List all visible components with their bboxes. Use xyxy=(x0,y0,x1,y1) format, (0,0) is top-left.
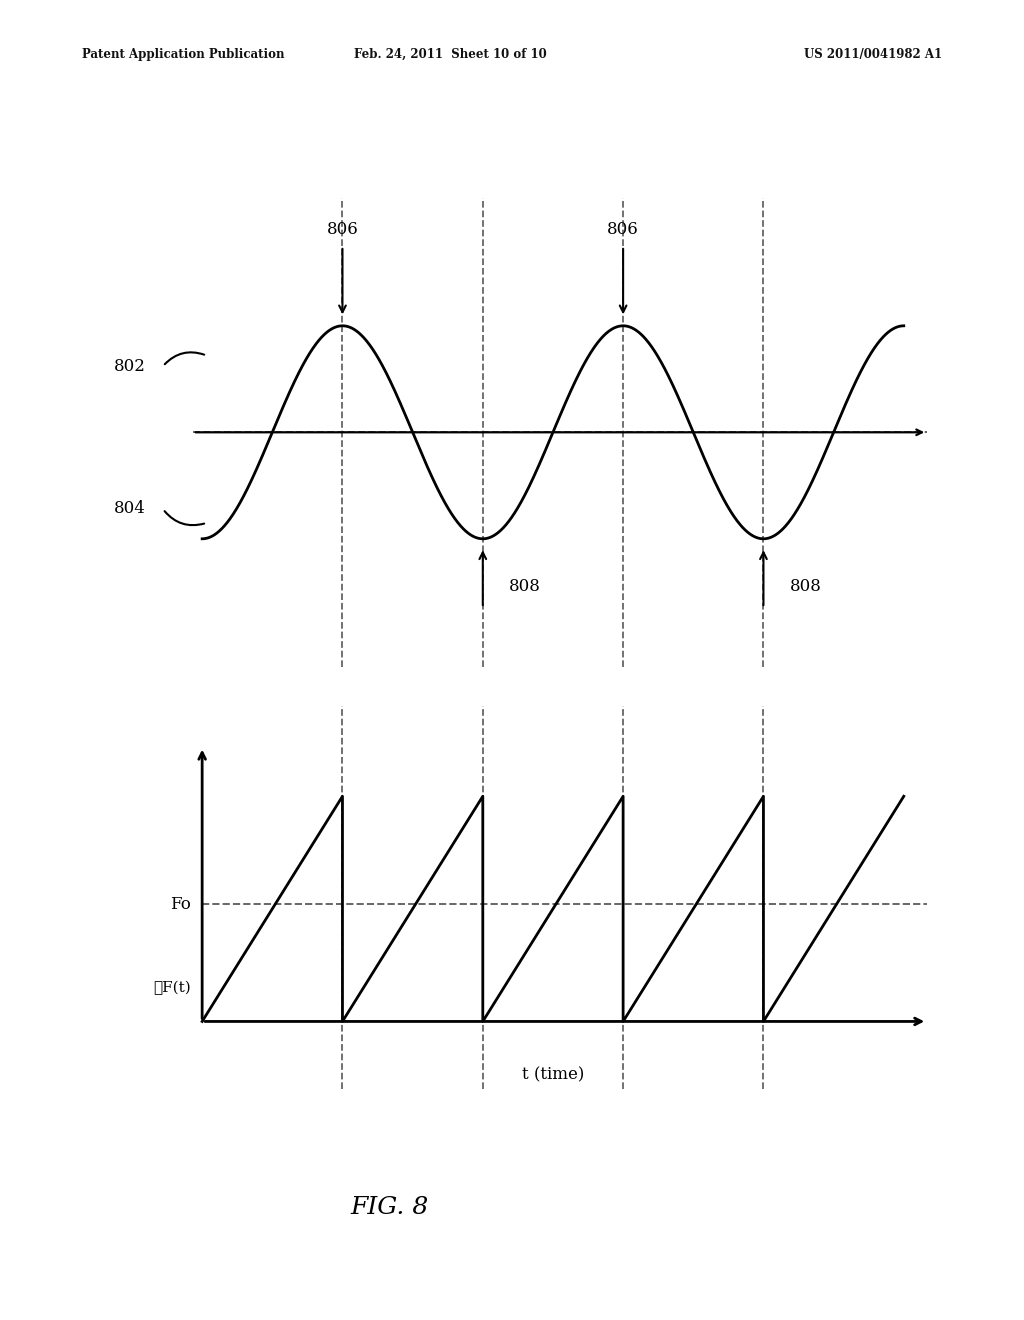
Text: ∯F(t): ∯F(t) xyxy=(154,981,190,995)
Text: 808: 808 xyxy=(509,578,541,595)
Text: FIG. 8: FIG. 8 xyxy=(350,1196,428,1220)
Text: 806: 806 xyxy=(607,222,639,239)
Text: US 2011/0041982 A1: US 2011/0041982 A1 xyxy=(804,48,942,61)
Text: 804: 804 xyxy=(114,500,146,517)
Text: Feb. 24, 2011  Sheet 10 of 10: Feb. 24, 2011 Sheet 10 of 10 xyxy=(354,48,547,61)
Text: 806: 806 xyxy=(327,222,358,239)
Text: 808: 808 xyxy=(790,578,821,595)
Text: Fo: Fo xyxy=(170,896,190,913)
Text: t (time): t (time) xyxy=(522,1067,584,1084)
Text: Patent Application Publication: Patent Application Publication xyxy=(82,48,285,61)
Text: 802: 802 xyxy=(114,358,146,375)
